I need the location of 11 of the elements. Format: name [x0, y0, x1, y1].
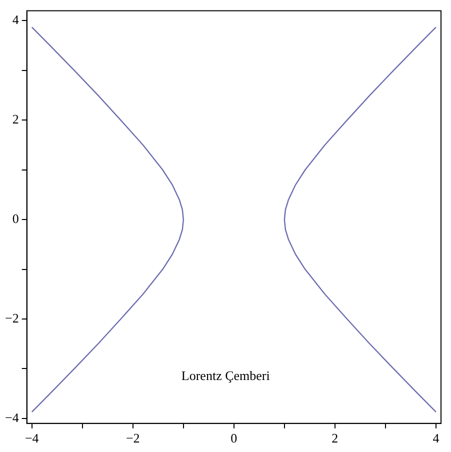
x-tick-label: 0	[230, 430, 238, 446]
x-tick-label: −4	[24, 430, 40, 446]
annotation: Lorentz Çemberi	[181, 368, 270, 384]
y-tick-label: 4	[12, 12, 20, 28]
y-tick-label: 0	[12, 211, 19, 226]
y-tick-label: 2	[12, 112, 19, 127]
x-tick-label: 4	[432, 430, 440, 446]
y-tick-label: −2	[4, 310, 19, 326]
x-tick-label: −2	[126, 430, 140, 446]
x-tick-label: 2	[332, 430, 338, 446]
y-tick-label: −4	[4, 410, 20, 425]
